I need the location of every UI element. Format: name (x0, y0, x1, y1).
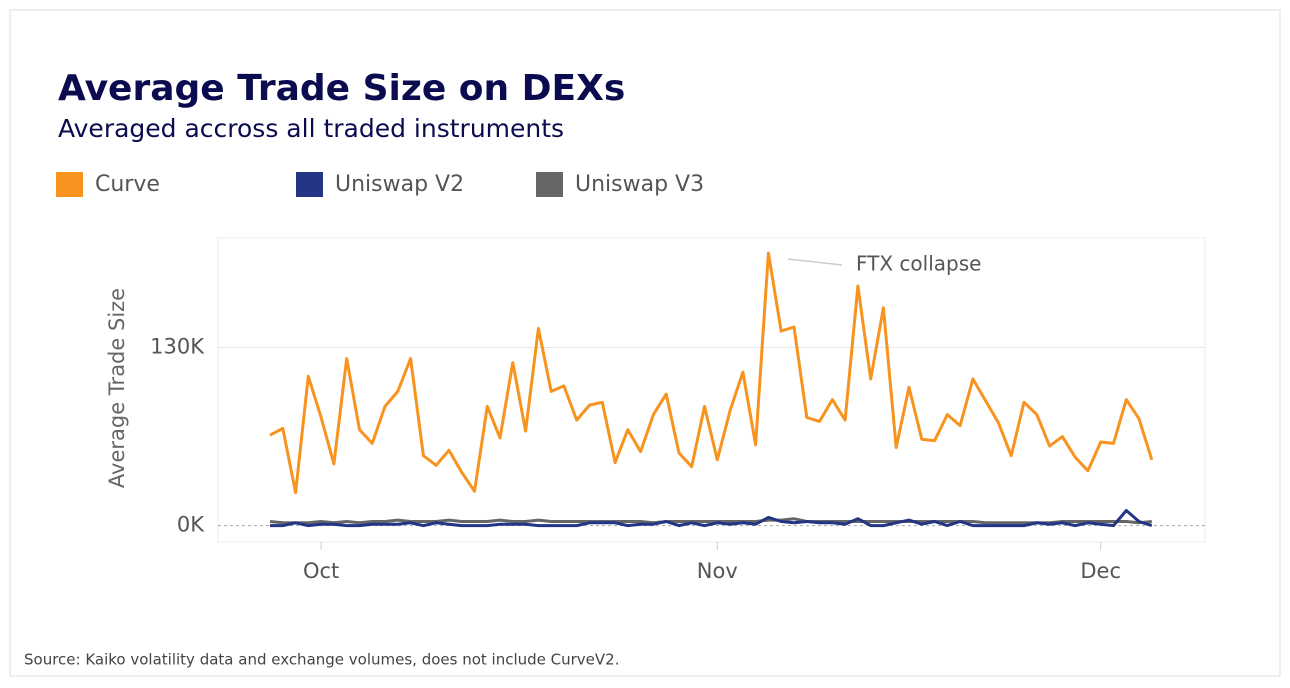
chart-title: Average Trade Size on DEXs (58, 68, 625, 109)
chart-subtitle: Averaged accross all traded instruments (58, 114, 564, 143)
legend-item: Curve (56, 172, 160, 197)
series-line (269, 517, 1152, 525)
y-tick-label: 0K (177, 513, 205, 537)
series-line (270, 509, 1153, 528)
legend-swatch (296, 172, 323, 197)
legend-label: Uniswap V3 (575, 172, 704, 197)
plot-area (217, 237, 1206, 543)
x-tick-label: Nov (697, 559, 738, 583)
x-tick-label: Dec (1080, 559, 1121, 583)
legend-swatch (56, 172, 83, 197)
y-tick-label: 130K (150, 335, 205, 359)
legend-label: Curve (95, 172, 160, 197)
annotation-line (787, 258, 843, 266)
source-note: Source: Kaiko volatility data and exchan… (24, 651, 620, 669)
legend-label: Uniswap V2 (335, 172, 464, 197)
legend-item: Uniswap V3 (536, 172, 704, 197)
legend-item: Uniswap V2 (296, 172, 464, 197)
x-tick-label: Oct (303, 559, 339, 583)
annotation: FTX collapse (856, 252, 981, 276)
frame (9, 9, 1281, 677)
legend-swatch (536, 172, 563, 197)
y-axis-label: Average Trade Size (105, 288, 129, 488)
series-line (269, 251, 1154, 495)
